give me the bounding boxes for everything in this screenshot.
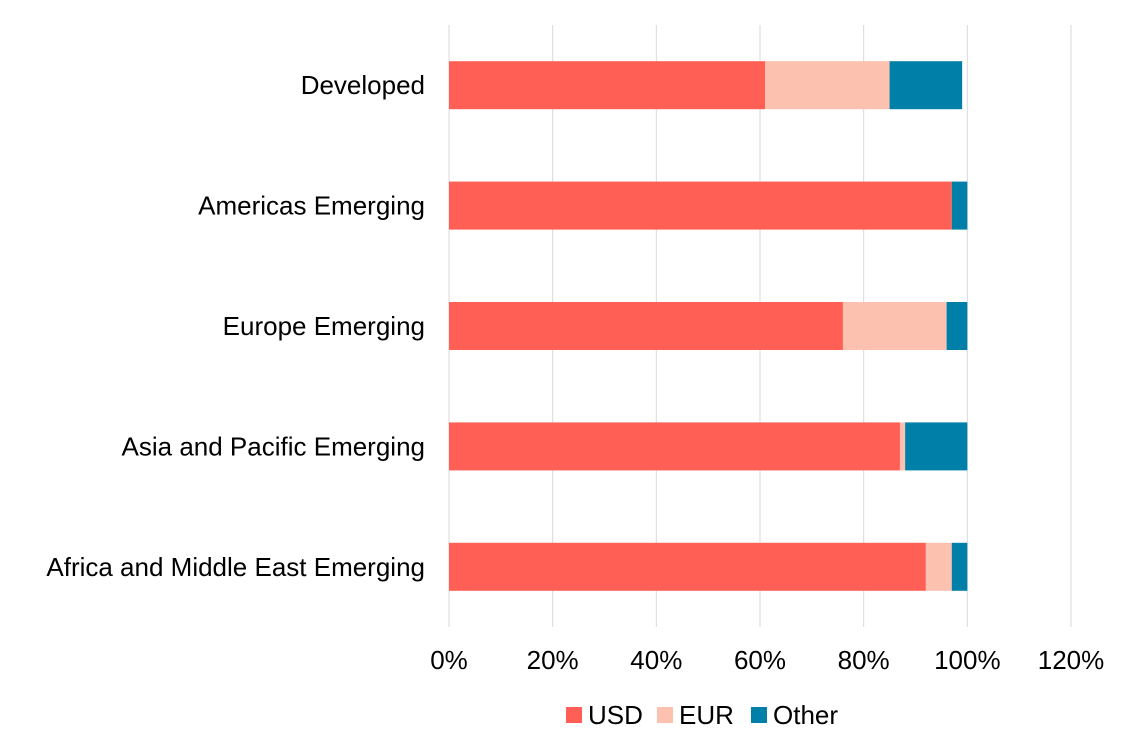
category-labels: Developed Americas Emerging Europe Emergin… xyxy=(46,70,425,582)
x-tick-label: 40% xyxy=(630,645,682,675)
bar-eur-4 xyxy=(925,542,952,591)
bar-eur-0 xyxy=(765,61,890,110)
bar-other-4 xyxy=(951,542,968,591)
bar-usd-1 xyxy=(449,181,952,230)
x-tick-label: 60% xyxy=(734,645,786,675)
legend-label-eur: EUR xyxy=(679,700,734,730)
legend-swatch-usd xyxy=(566,707,582,723)
x-tick-label: 20% xyxy=(527,645,579,675)
bar-eur-2 xyxy=(842,302,947,350)
x-tick-label: 80% xyxy=(838,645,890,675)
bar-other-1 xyxy=(951,181,968,230)
bar-other-0 xyxy=(889,61,963,110)
bar-usd-0 xyxy=(449,61,766,110)
x-axis-ticks: 0% 20% 40% 60% 80% 100% 120% xyxy=(430,645,1104,675)
bar-eur-3 xyxy=(899,422,906,471)
bar-other-3 xyxy=(905,422,968,471)
bars xyxy=(449,61,968,591)
bar-other-2 xyxy=(946,302,968,350)
legend-swatch-other xyxy=(751,707,767,723)
legend-label-other: Other xyxy=(773,700,838,730)
category-label: Developed xyxy=(301,70,425,100)
legend-label-usd: USD xyxy=(588,700,643,730)
legend-swatch-eur xyxy=(657,707,673,723)
legend: USD EUR Other xyxy=(566,700,838,730)
bar-usd-2 xyxy=(449,302,843,350)
x-tick-label: 100% xyxy=(934,645,1001,675)
x-tick-label: 120% xyxy=(1038,645,1105,675)
bar-usd-3 xyxy=(449,422,900,471)
category-label: Asia and Pacific Emerging xyxy=(122,431,425,461)
category-label: Europe Emerging xyxy=(223,311,425,341)
category-label: Americas Emerging xyxy=(198,191,425,221)
x-tick-label: 0% xyxy=(430,645,468,675)
bar-usd-4 xyxy=(449,542,926,591)
category-label: Africa and Middle East Emerging xyxy=(46,552,425,582)
